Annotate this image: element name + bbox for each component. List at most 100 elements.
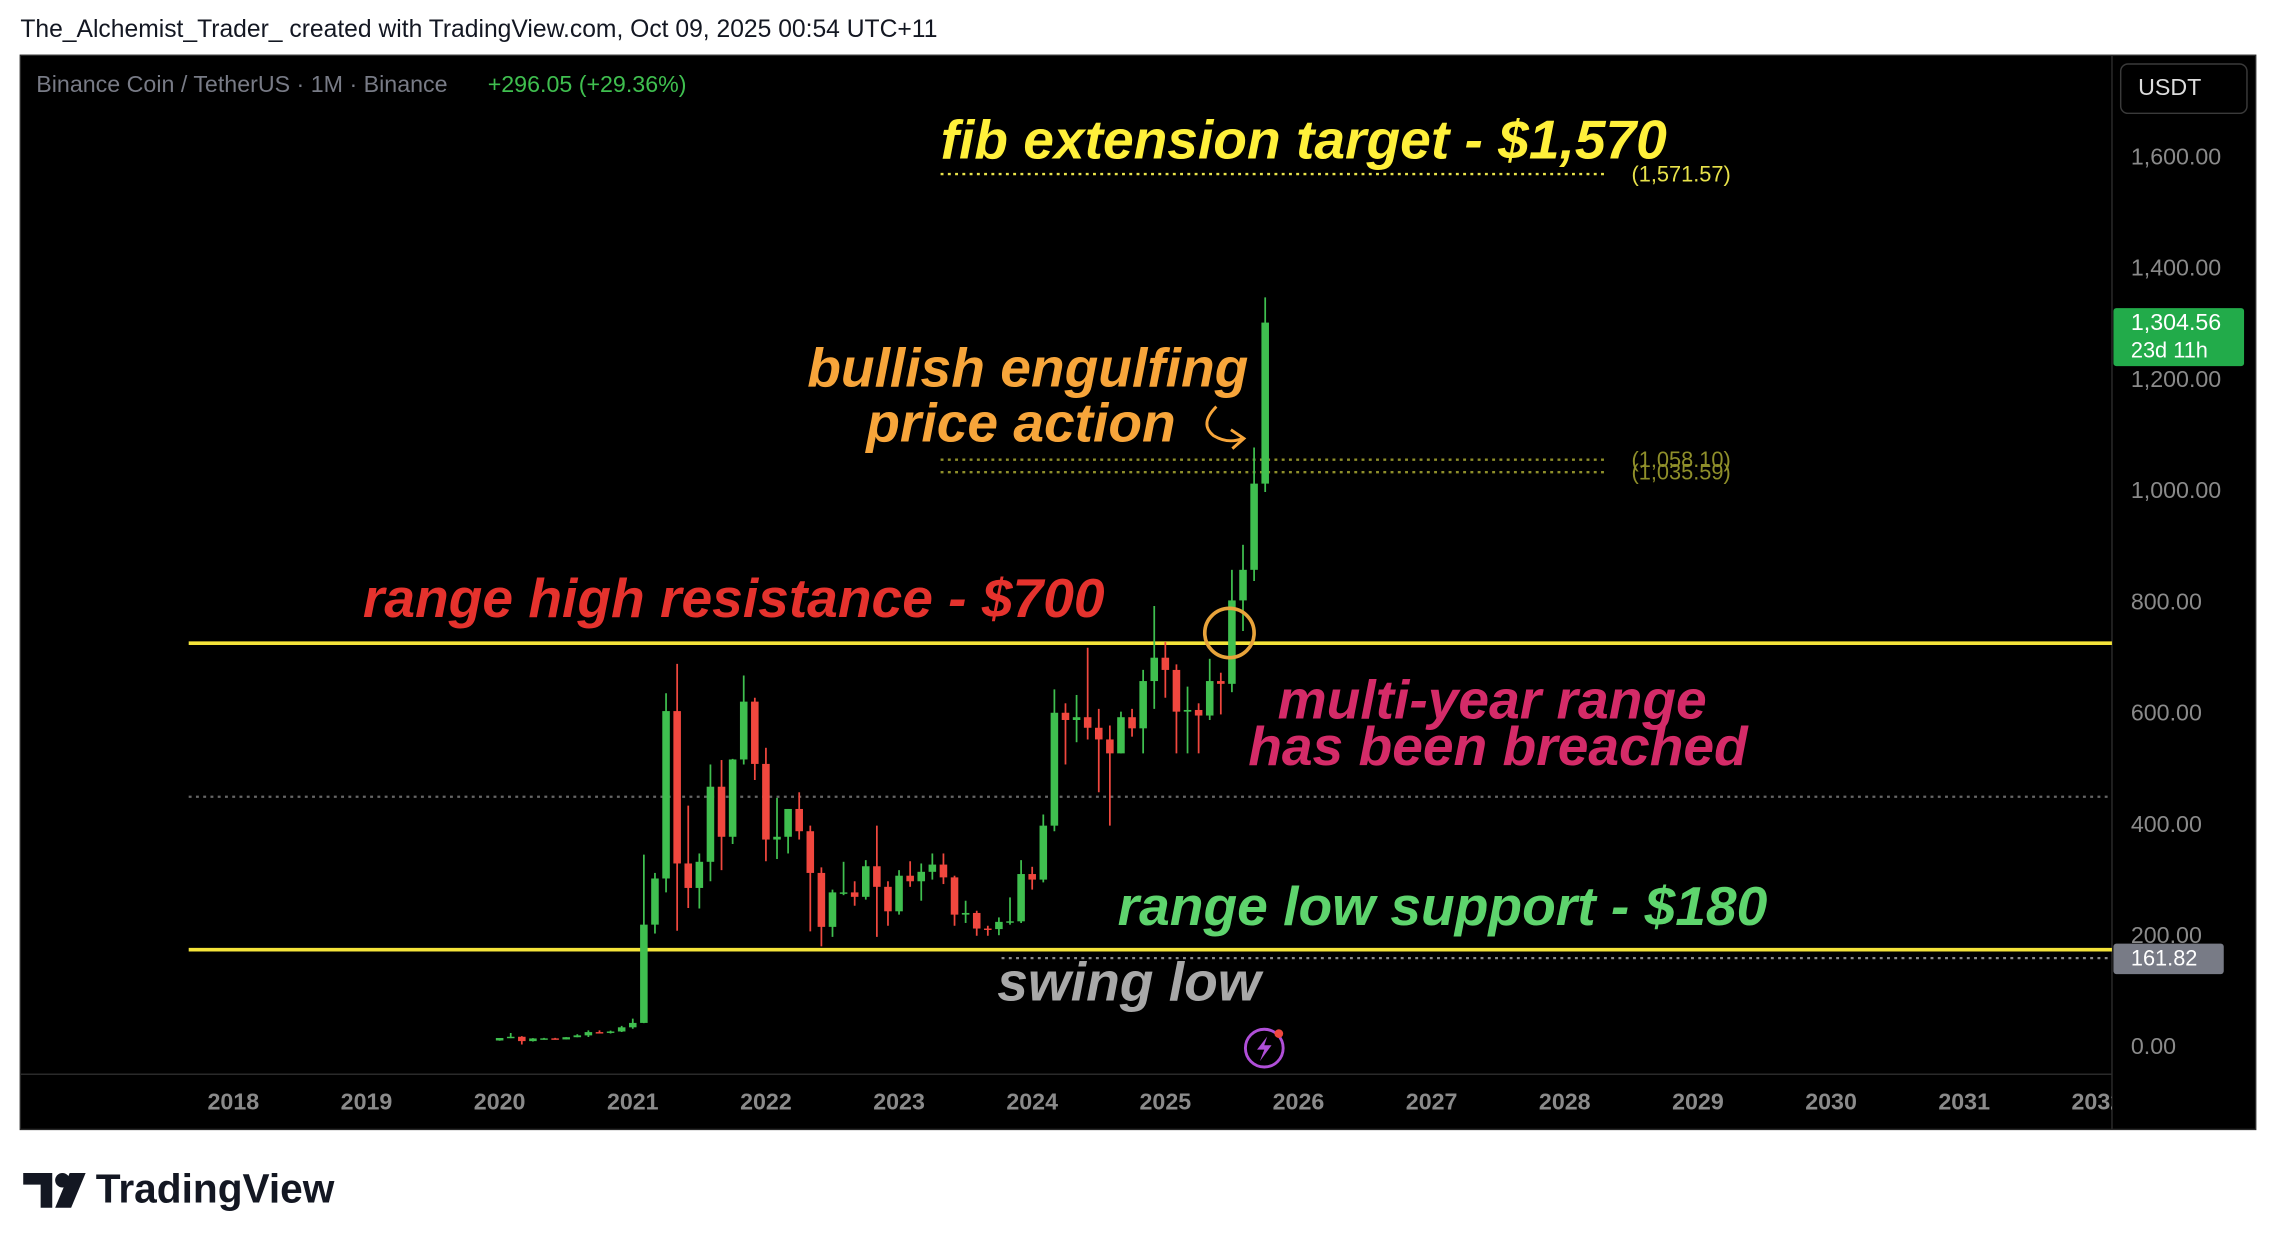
price-line-label: 161.82: [2131, 945, 2198, 970]
candle-body: [939, 864, 948, 878]
y-tick-label: 600.00: [2131, 700, 2202, 726]
y-tick-label: 1,600.00: [2131, 143, 2221, 169]
y-tick-label: 0.00: [2131, 1033, 2176, 1059]
candle-body: [928, 864, 937, 872]
y-tick-label: 1,400.00: [2131, 255, 2221, 281]
candle-body: [884, 886, 892, 912]
candle-body: [717, 786, 726, 837]
candle-body: [1006, 921, 1014, 923]
annotation: multi-year range: [1278, 669, 1707, 731]
candle-body: [873, 866, 881, 887]
symbol-title: Binance Coin / TetherUS · 1M · Binance: [36, 71, 447, 97]
candle-body: [950, 877, 959, 915]
candle-body: [495, 1037, 504, 1041]
x-tick-label: 2032: [2072, 1088, 2124, 1114]
x-tick-label: 2019: [341, 1088, 393, 1114]
candle-body: [518, 1036, 526, 1042]
candle-body: [806, 831, 815, 873]
event-icon-bolt: [1257, 1036, 1272, 1062]
last-price-tag: [2113, 308, 2245, 367]
candle-body: [773, 836, 781, 840]
price-line-label: (1,058.10): [1632, 447, 1731, 472]
brand-name: TradingView: [96, 1166, 335, 1212]
candle-body: [917, 871, 926, 882]
candle-body: [529, 1038, 537, 1042]
candle-body: [506, 1036, 515, 1039]
header-text: The_Alchemist_Trader_ created with Tradi…: [20, 16, 937, 43]
candle-body: [551, 1038, 559, 1040]
candle-body: [1228, 600, 1236, 684]
price-line-tag: [2113, 943, 2224, 975]
candle-body: [817, 872, 826, 927]
candle-body: [895, 875, 903, 912]
candle-body: [1239, 569, 1247, 601]
event-icon[interactable]: [1243, 1027, 1285, 1069]
candle-body: [695, 861, 704, 888]
currency-label[interactable]: USDT: [2138, 74, 2201, 100]
candle-body: [1083, 717, 1092, 728]
candle-body: [762, 763, 770, 840]
candle-body: [1217, 681, 1225, 684]
x-tick-label: 2030: [1805, 1088, 1857, 1114]
candle-body: [651, 878, 659, 925]
candle-body: [584, 1032, 593, 1036]
annotation-arrow: [1205, 405, 1247, 450]
candle-body: [673, 711, 681, 864]
candle-body: [540, 1038, 548, 1040]
y-tick-label: 1,000.00: [2131, 477, 2221, 503]
candle-body: [1150, 657, 1159, 682]
candle-body: [795, 808, 803, 832]
annotation: bullish engulfing: [807, 336, 1248, 398]
y-tick-label: 1,200.00: [2131, 366, 2221, 392]
annotation: fib extension target - $1,570: [941, 108, 1668, 170]
annotation: swing low: [997, 950, 1264, 1012]
x-axis: 2018 2019 2020 2021 2022 2023 2024 2025 2026 2027…: [208, 1088, 2124, 1114]
price-change: +296.05 (+29.36%): [488, 71, 687, 97]
candle-body: [617, 1027, 626, 1032]
candle-body: [1017, 874, 1025, 922]
event-dot: [1274, 1029, 1284, 1038]
candle-body: [839, 892, 848, 894]
logo-part: [23, 1172, 53, 1208]
candle-body: [640, 924, 648, 1023]
x-tick-label: 2031: [1938, 1088, 1990, 1114]
candle-body: [961, 912, 970, 915]
candle-body: [1183, 709, 1192, 712]
candle-body: [1117, 717, 1125, 754]
x-tick-label: 2018: [208, 1088, 260, 1114]
x-tick-label: 2021: [607, 1088, 659, 1114]
candle-body: [1250, 483, 1258, 570]
candle-body: [1094, 727, 1103, 740]
candle-body: [628, 1022, 637, 1028]
annotation: range high resistance - $700: [363, 567, 1105, 629]
candle-body: [1061, 712, 1070, 720]
candle-body: [1039, 825, 1048, 880]
price-line-label: (1,035.59): [1632, 459, 1731, 484]
candle-body: [1205, 681, 1214, 716]
candle-body: [1161, 657, 1170, 670]
plot-area: [188, 172, 2112, 1045]
x-tick-label: 2020: [474, 1088, 526, 1114]
annotation: range low support - $180: [1118, 875, 1768, 937]
candle-body: [595, 1032, 604, 1034]
x-tick-label: 2027: [1406, 1088, 1458, 1114]
candle-body: [972, 912, 981, 929]
candle-body: [1072, 717, 1081, 720]
brand-logo: [23, 1172, 86, 1208]
candle-body: [784, 808, 792, 837]
currency-box[interactable]: [2119, 63, 2248, 115]
candle-body: [728, 759, 737, 837]
candle-body: [906, 875, 914, 882]
highlight-circle: [1202, 606, 1256, 660]
x-tick-label: 2023: [873, 1088, 925, 1114]
annotation: has been breached: [1248, 715, 1749, 777]
candle-body: [984, 928, 992, 930]
candle-body: [573, 1035, 582, 1038]
candle-body: [1028, 874, 1036, 880]
x-tick-label: 2026: [1273, 1088, 1325, 1114]
annotation: price action: [864, 391, 1176, 453]
candle-body: [1128, 717, 1136, 729]
last-price-label: 1,304.56: [2131, 309, 2221, 335]
candle-body: [606, 1031, 615, 1033]
